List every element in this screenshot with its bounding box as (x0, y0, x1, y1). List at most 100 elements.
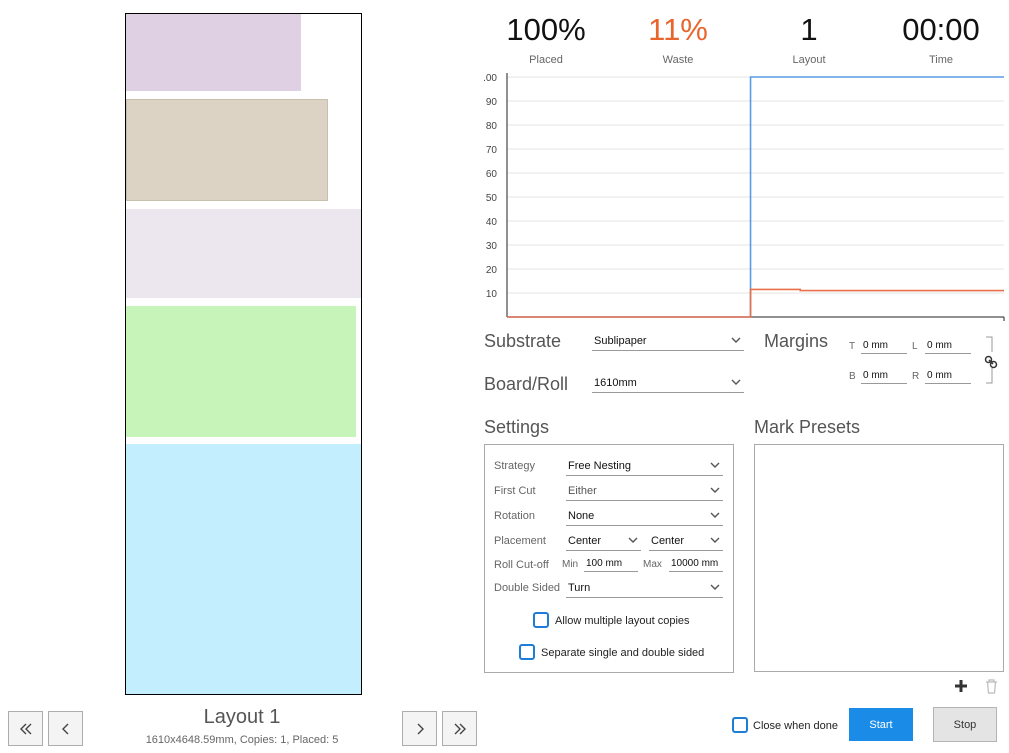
first-layout-button[interactable] (8, 711, 43, 746)
chevron-down-icon (710, 584, 720, 590)
rotation-label: Rotation (494, 510, 535, 522)
min-label: Min (562, 559, 579, 570)
waste-value: 11% (648, 12, 708, 47)
margin-left-label: L (912, 341, 918, 352)
allow-copies-checkbox[interactable] (533, 612, 549, 628)
layout-label: Layout (792, 54, 826, 66)
chart-tick-label: 20 (486, 265, 498, 276)
mark-presets-list[interactable] (754, 444, 1004, 672)
margin-top-label: T (849, 341, 856, 352)
strategy-select[interactable]: Free Nesting (566, 459, 723, 476)
margin-right-input[interactable]: 0 mm (925, 369, 971, 384)
placement-label: Placement (494, 535, 546, 547)
chart-tick-label: 40 (486, 217, 498, 228)
double-chevron-right-icon (454, 723, 466, 734)
mark-presets-label: Mark Presets (754, 417, 861, 437)
chevron-right-icon (417, 723, 424, 734)
roll-cutoff-min-input[interactable]: 100 mm (584, 557, 638, 572)
separate-sided-label: Separate single and double sided (541, 647, 705, 659)
time-value: 00:00 (902, 12, 980, 47)
waste-label: Waste (662, 54, 694, 66)
stop-button[interactable]: Stop (933, 707, 997, 742)
stat-waste: 11% Waste (618, 12, 738, 66)
placement-h-value: Center (568, 535, 602, 547)
chevron-down-icon (710, 487, 720, 493)
settings-label: Settings (484, 417, 550, 437)
close-when-done-label: Close when done (753, 720, 839, 732)
start-button[interactable]: Start (849, 708, 913, 741)
layout-canvas (125, 13, 362, 695)
chevron-down-icon (710, 462, 720, 468)
chevron-down-icon (731, 337, 741, 343)
first-cut-label: First Cut (494, 485, 536, 497)
board-roll-select[interactable]: 1610mm (592, 376, 744, 393)
double-sided-label: Double Sided (494, 582, 561, 594)
first-cut-value: Either (568, 485, 597, 497)
stat-layout: 1 Layout (749, 12, 869, 66)
next-layout-button[interactable] (402, 711, 437, 746)
margin-left-input[interactable]: 0 mm (925, 339, 971, 354)
chevron-left-icon (61, 723, 68, 734)
trash-icon[interactable] (985, 679, 998, 694)
placement-v-select[interactable]: Center (649, 534, 723, 551)
last-layout-button[interactable] (442, 711, 477, 746)
progress-chart: .00 90 80 70 60 50 40 30 20 10 (483, 73, 1005, 321)
margin-top-input[interactable]: 0 mm (861, 339, 907, 354)
nest-piece-2[interactable] (126, 99, 328, 201)
chart-tick-label: 80 (486, 121, 498, 132)
stat-placed: 100% Placed (486, 12, 606, 66)
chart-tick-label: 60 (486, 169, 498, 180)
time-label: Time (928, 54, 954, 66)
first-cut-select[interactable]: Either (566, 484, 723, 501)
margin-right-label: R (912, 371, 920, 382)
double-chevron-left-icon (19, 723, 31, 734)
placed-label: Placed (529, 54, 563, 66)
close-when-done-checkbox[interactable] (732, 717, 748, 733)
chevron-down-icon (628, 537, 638, 543)
rotation-value: None (568, 510, 595, 522)
roll-cutoff-max-input[interactable]: 10000 mm (669, 557, 723, 572)
chevron-down-icon (710, 512, 720, 518)
nest-piece-3[interactable] (126, 209, 361, 298)
substrate-select[interactable]: Sublipaper (592, 334, 744, 351)
chart-tick-label: 10 (486, 289, 498, 300)
margin-bottom-label: B (849, 371, 856, 382)
chevron-down-icon (731, 379, 741, 385)
margins-label: Margins (764, 331, 829, 351)
substrate-label: Substrate (484, 331, 562, 351)
board-roll-value: 1610mm (594, 377, 637, 389)
chart-tick-label: 30 (486, 241, 498, 252)
rotation-select[interactable]: None (566, 509, 723, 526)
layout-info: 1610x4648.59mm, Copies: 1, Placed: 5 (145, 734, 339, 746)
double-sided-select[interactable]: Turn (566, 581, 723, 598)
link-bracket (986, 336, 993, 384)
placed-value: 100% (506, 12, 586, 47)
chart-series-line-2 (507, 288, 1004, 318)
link-icon[interactable] (984, 355, 998, 369)
max-label: Max (643, 559, 662, 570)
placement-h-select[interactable]: Center (566, 534, 641, 551)
double-sided-value: Turn (568, 582, 591, 594)
nest-piece-1[interactable] (126, 14, 301, 91)
margin-bottom-input[interactable]: 0 mm (861, 369, 907, 384)
layout-value: 1 (800, 12, 818, 47)
plus-icon[interactable] (954, 679, 968, 693)
nest-piece-4[interactable] (126, 306, 356, 437)
chevron-down-icon (710, 537, 720, 543)
separate-sided-checkbox[interactable] (519, 644, 535, 660)
strategy-value: Free Nesting (568, 460, 631, 472)
layout-title: Layout 1 (203, 706, 281, 728)
roll-cutoff-label: Roll Cut-off (494, 559, 549, 571)
chart-tick-label: 90 (486, 97, 498, 108)
chart-tick-label: 70 (486, 145, 498, 156)
board-roll-label: Board/Roll (484, 374, 569, 394)
allow-copies-label: Allow multiple layout copies (555, 615, 690, 627)
settings-panel: Strategy Free Nesting First Cut Either R… (484, 444, 734, 673)
nest-piece-5[interactable] (126, 444, 361, 694)
chart-tick-label: .00 (483, 73, 497, 84)
chart-tick-label: 50 (486, 193, 498, 204)
placement-v-value: Center (651, 535, 685, 547)
substrate-value: Sublipaper (594, 335, 647, 347)
prev-layout-button[interactable] (48, 711, 83, 746)
strategy-label: Strategy (494, 460, 535, 472)
